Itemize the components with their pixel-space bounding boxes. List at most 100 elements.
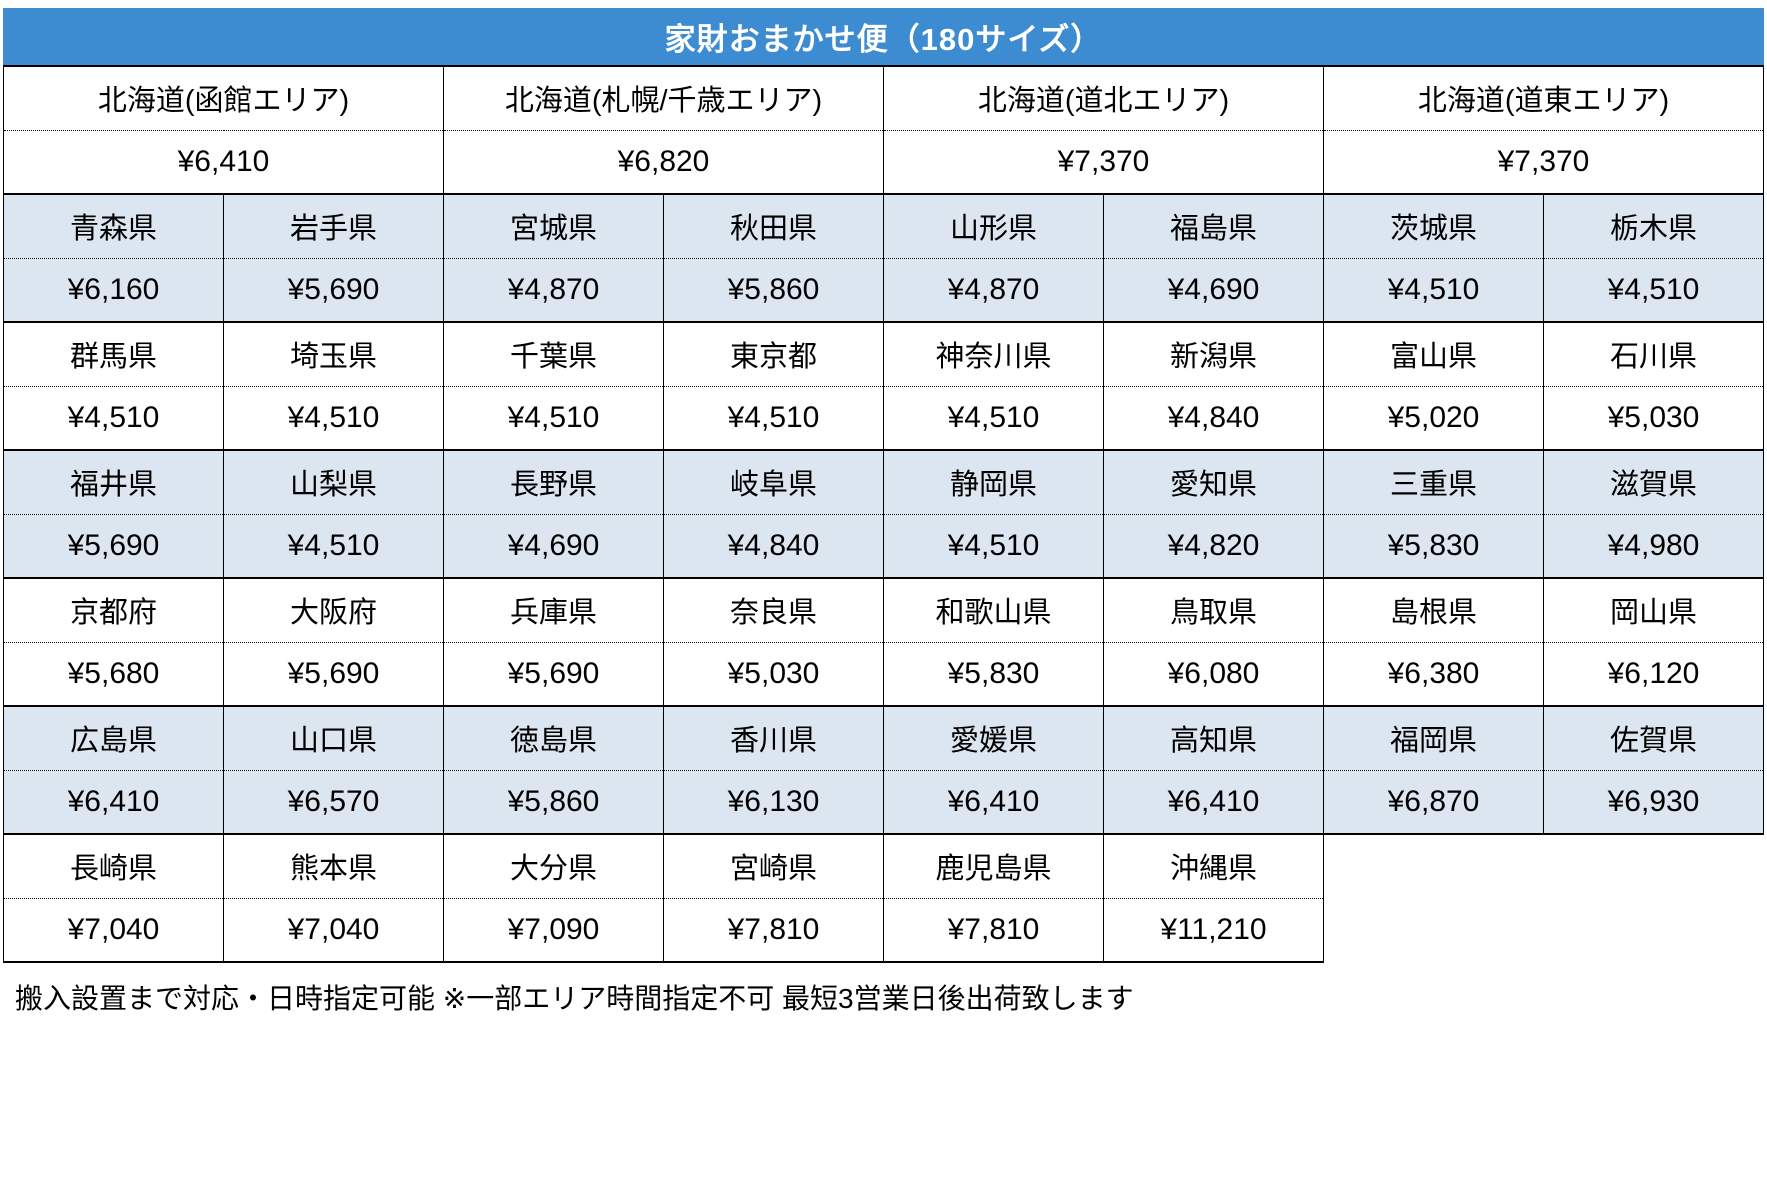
prefecture-name-cell: 千葉県 — [443, 321, 664, 387]
prefecture-name-cell: 岩手県 — [223, 193, 444, 259]
area-name-cell: 北海道(札幌/千歳エリア) — [443, 65, 884, 131]
prefecture-name-cell: 山形県 — [883, 193, 1104, 259]
prefecture-price-cell: ¥6,130 — [663, 769, 884, 835]
prefecture-price-cell: ¥5,860 — [443, 769, 664, 835]
prefecture-name-cell: 石川県 — [1543, 321, 1764, 387]
area-name-cell: 北海道(函館エリア) — [3, 65, 444, 131]
prefecture-price-cell: ¥6,080 — [1103, 641, 1324, 707]
prefecture-price-cell: ¥6,380 — [1323, 641, 1544, 707]
prefecture-price-cell: ¥6,160 — [3, 257, 224, 323]
empty-cell — [1323, 834, 1544, 898]
prefecture-price-cell: ¥6,120 — [1543, 641, 1764, 707]
prefecture-name-row: 青森県 岩手県 宮城県 秋田県 山形県 福島県 茨城県 栃木県 — [3, 193, 1764, 259]
prefecture-name-cell: 広島県 — [3, 705, 224, 771]
prefecture-price-cell: ¥4,870 — [883, 257, 1104, 323]
prefecture-price-cell: ¥6,410 — [3, 769, 224, 835]
prefecture-price-cell: ¥4,510 — [223, 385, 444, 451]
area-price-cell: ¥7,370 — [883, 129, 1324, 195]
prefecture-name-cell: 福井県 — [3, 449, 224, 515]
prefecture-price-row: ¥6,410 ¥6,570 ¥5,860 ¥6,130 ¥6,410 ¥6,410 ¥6,8… — [3, 769, 1764, 835]
prefecture-price-cell: ¥6,410 — [1103, 769, 1324, 835]
prefecture-name-cell: 愛媛県 — [883, 705, 1104, 771]
prefecture-price-row: ¥7,040 ¥7,040 ¥7,090 ¥7,810 ¥7,810 ¥11,210 — [3, 897, 1764, 963]
prefecture-price-cell: ¥5,690 — [443, 641, 664, 707]
prefecture-price-cell: ¥6,570 — [223, 769, 444, 835]
prefecture-name-cell: 富山県 — [1323, 321, 1544, 387]
prefecture-price-cell: ¥4,840 — [663, 513, 884, 579]
prefecture-name-cell: 大阪府 — [223, 577, 444, 643]
prefecture-price-cell: ¥5,020 — [1323, 385, 1544, 451]
prefecture-price-cell: ¥4,840 — [1103, 385, 1324, 451]
prefecture-name-row: 長崎県 熊本県 大分県 宮崎県 鹿児島県 沖縄県 — [3, 833, 1764, 899]
empty-cell — [1543, 898, 1764, 962]
prefecture-name-cell: 群馬県 — [3, 321, 224, 387]
prefecture-price-cell: ¥4,510 — [1323, 257, 1544, 323]
empty-cell — [1543, 834, 1764, 898]
prefecture-name-cell: 島根県 — [1323, 577, 1544, 643]
area-name-cell: 北海道(道東エリア) — [1323, 65, 1764, 131]
prefecture-name-cell: 熊本県 — [223, 833, 444, 899]
table-title-bar: 家財おまかせ便（180サイズ） — [3, 8, 1764, 65]
area-name-cell: 北海道(道北エリア) — [883, 65, 1324, 131]
prefecture-price-cell: ¥5,690 — [223, 257, 444, 323]
prefecture-name-cell: 徳島県 — [443, 705, 664, 771]
prefecture-name-cell: 沖縄県 — [1103, 833, 1324, 899]
hokkaido-area-row: 北海道(函館エリア) 北海道(札幌/千歳エリア) 北海道(道北エリア) 北海道(道東エ… — [3, 65, 1764, 131]
area-price-cell: ¥7,370 — [1323, 129, 1764, 195]
prefecture-price-cell: ¥7,040 — [223, 897, 444, 963]
prefecture-price-cell: ¥4,870 — [443, 257, 664, 323]
footer-note: 搬入設置まで対応・日時指定可能 ※一部エリア時間指定不可 最短3営業日後出荷致し… — [15, 983, 1134, 1014]
prefecture-name-cell: 大分県 — [443, 833, 664, 899]
area-price-cell: ¥6,820 — [443, 129, 884, 195]
prefecture-price-cell: ¥5,830 — [1323, 513, 1544, 579]
price-table-body: 北海道(函館エリア) 北海道(札幌/千歳エリア) 北海道(道北エリア) 北海道(道東エ… — [3, 65, 1764, 963]
prefecture-name-cell: 神奈川県 — [883, 321, 1104, 387]
prefecture-name-cell: 鳥取県 — [1103, 577, 1324, 643]
prefecture-price-row: ¥5,690 ¥4,510 ¥4,690 ¥4,840 ¥4,510 ¥4,820 ¥5,8… — [3, 513, 1764, 579]
prefecture-price-cell: ¥7,090 — [443, 897, 664, 963]
prefecture-name-cell: 香川県 — [663, 705, 884, 771]
prefecture-name-cell: 佐賀県 — [1543, 705, 1764, 771]
hokkaido-price-row: ¥6,410 ¥6,820 ¥7,370 ¥7,370 — [3, 129, 1764, 195]
prefecture-price-cell: ¥4,510 — [883, 513, 1104, 579]
prefecture-price-cell: ¥6,870 — [1323, 769, 1544, 835]
prefecture-price-cell: ¥5,030 — [1543, 385, 1764, 451]
prefecture-price-row: ¥6,160 ¥5,690 ¥4,870 ¥5,860 ¥4,870 ¥4,690 ¥4,5… — [3, 257, 1764, 323]
page: 家財おまかせ便（180サイズ） 北海道(函館エリア) 北海道(札幌/千歳エリア) 北… — [3, 8, 1764, 1014]
prefecture-price-row: ¥5,680 ¥5,690 ¥5,690 ¥5,030 ¥5,830 ¥6,080 ¥6,3… — [3, 641, 1764, 707]
prefecture-name-cell: 兵庫県 — [443, 577, 664, 643]
prefecture-name-cell: 福島県 — [1103, 193, 1324, 259]
prefecture-name-cell: 福岡県 — [1323, 705, 1544, 771]
prefecture-price-cell: ¥7,040 — [3, 897, 224, 963]
prefecture-name-cell: 鹿児島県 — [883, 833, 1104, 899]
prefecture-price-cell: ¥6,930 — [1543, 769, 1764, 835]
empty-cell — [1323, 898, 1544, 962]
prefecture-price-cell: ¥4,510 — [883, 385, 1104, 451]
prefecture-name-cell: 宮城県 — [443, 193, 664, 259]
prefecture-name-row: 京都府 大阪府 兵庫県 奈良県 和歌山県 鳥取県 島根県 岡山県 — [3, 577, 1764, 643]
prefecture-name-cell: 東京都 — [663, 321, 884, 387]
prefecture-name-cell: 三重県 — [1323, 449, 1544, 515]
prefecture-name-cell: 岐阜県 — [663, 449, 884, 515]
prefecture-name-cell: 和歌山県 — [883, 577, 1104, 643]
prefecture-name-row: 広島県 山口県 徳島県 香川県 愛媛県 高知県 福岡県 佐賀県 — [3, 705, 1764, 771]
prefecture-name-cell: 埼玉県 — [223, 321, 444, 387]
prefecture-price-cell: ¥5,680 — [3, 641, 224, 707]
prefecture-name-cell: 奈良県 — [663, 577, 884, 643]
prefecture-name-cell: 長崎県 — [3, 833, 224, 899]
prefecture-price-cell: ¥4,820 — [1103, 513, 1324, 579]
prefecture-name-row: 福井県 山梨県 長野県 岐阜県 静岡県 愛知県 三重県 滋賀県 — [3, 449, 1764, 515]
prefecture-name-cell: 秋田県 — [663, 193, 884, 259]
prefecture-price-row: ¥4,510 ¥4,510 ¥4,510 ¥4,510 ¥4,510 ¥4,840 ¥5,0… — [3, 385, 1764, 451]
prefecture-name-row: 群馬県 埼玉県 千葉県 東京都 神奈川県 新潟県 富山県 石川県 — [3, 321, 1764, 387]
prefecture-price-cell: ¥4,510 — [3, 385, 224, 451]
area-price-cell: ¥6,410 — [3, 129, 444, 195]
prefecture-price-cell: ¥11,210 — [1103, 897, 1324, 963]
prefecture-name-cell: 山梨県 — [223, 449, 444, 515]
prefecture-name-cell: 宮崎県 — [663, 833, 884, 899]
prefecture-name-cell: 栃木県 — [1543, 193, 1764, 259]
prefecture-price-cell: ¥5,030 — [663, 641, 884, 707]
prefecture-name-cell: 滋賀県 — [1543, 449, 1764, 515]
prefecture-name-cell: 新潟県 — [1103, 321, 1324, 387]
prefecture-price-cell: ¥4,510 — [443, 385, 664, 451]
